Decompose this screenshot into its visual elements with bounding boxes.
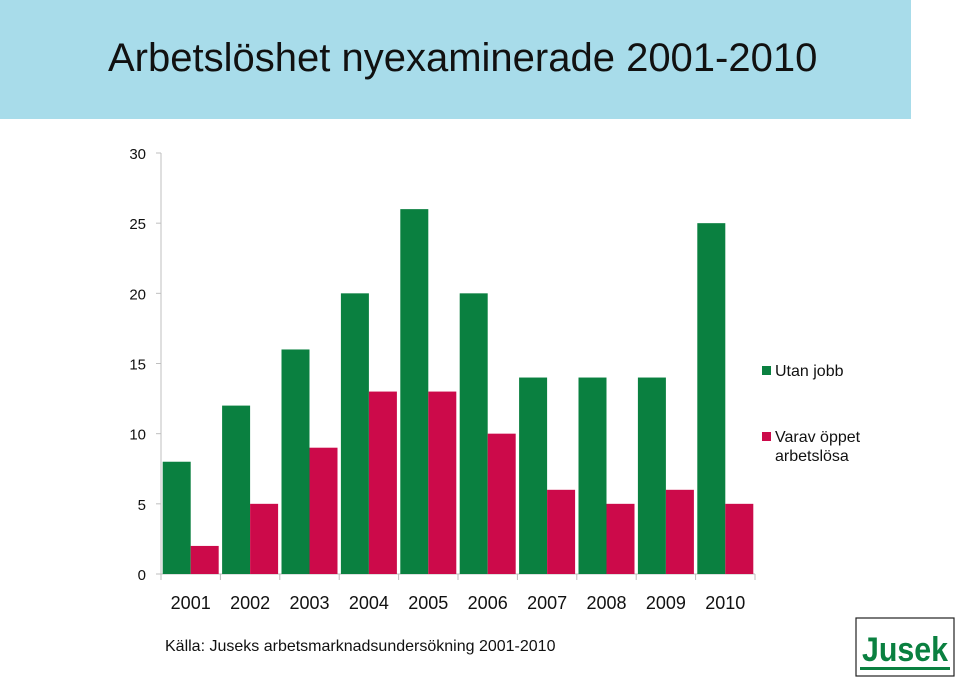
x-tick-label: 2010	[705, 593, 745, 613]
x-tick-label: 2008	[586, 593, 626, 613]
bar-oppet-arbetslosa	[665, 489, 694, 574]
y-tick-label: 15	[129, 357, 146, 374]
x-tick-label: 2001	[171, 593, 211, 613]
legend-label: Utan jobb	[775, 363, 844, 380]
svg-text:Jusek: Jusek	[862, 631, 948, 669]
y-tick-label: 30	[129, 146, 146, 163]
legend-swatch	[762, 432, 771, 441]
bar-oppet-arbetslosa	[309, 447, 338, 574]
source-note: Källa: Juseks arbetsmarknadsundersökning…	[165, 638, 556, 655]
bar-oppet-arbetslosa	[250, 503, 279, 574]
y-tick-label: 5	[138, 497, 146, 514]
bar-utan-jobb	[519, 377, 548, 574]
x-tick-label: 2002	[230, 593, 270, 613]
bar-oppet-arbetslosa	[606, 503, 635, 574]
x-tick-label: 2003	[289, 593, 329, 613]
bar-utan-jobb	[459, 293, 488, 574]
bar-utan-jobb	[400, 209, 429, 574]
bar-oppet-arbetslosa	[487, 433, 516, 574]
bar-oppet-arbetslosa	[725, 503, 754, 574]
bar-oppet-arbetslosa	[190, 545, 219, 574]
y-tick-label: 20	[129, 286, 146, 303]
bar-utan-jobb	[578, 377, 607, 574]
page-title: Arbetslöshet nyexaminerade 2001-2010	[108, 36, 818, 80]
legend-label: Varav öppet	[775, 429, 861, 446]
title-banner	[0, 0, 911, 119]
y-tick-label: 25	[129, 216, 146, 233]
y-tick-label: 0	[138, 567, 146, 584]
x-tick-label: 2004	[349, 593, 389, 613]
legend-label: arbetslösa	[775, 448, 849, 465]
bar-oppet-arbetslosa	[368, 391, 397, 574]
bar-utan-jobb	[162, 461, 191, 574]
x-tick-label: 2005	[408, 593, 448, 613]
x-tick-label: 2006	[468, 593, 508, 613]
bar-utan-jobb	[637, 377, 666, 574]
y-tick-label: 10	[129, 427, 146, 444]
x-tick-label: 2009	[646, 593, 686, 613]
bar-oppet-arbetslosa	[428, 391, 457, 574]
bar-utan-jobb	[697, 223, 726, 574]
legend-swatch	[762, 366, 771, 375]
x-tick-label: 2007	[527, 593, 567, 613]
jusek-logo: Jusek	[855, 617, 955, 677]
bar-utan-jobb	[340, 293, 369, 574]
bar-utan-jobb	[222, 405, 251, 574]
bar-oppet-arbetslosa	[547, 489, 576, 574]
bar-utan-jobb	[281, 349, 310, 574]
